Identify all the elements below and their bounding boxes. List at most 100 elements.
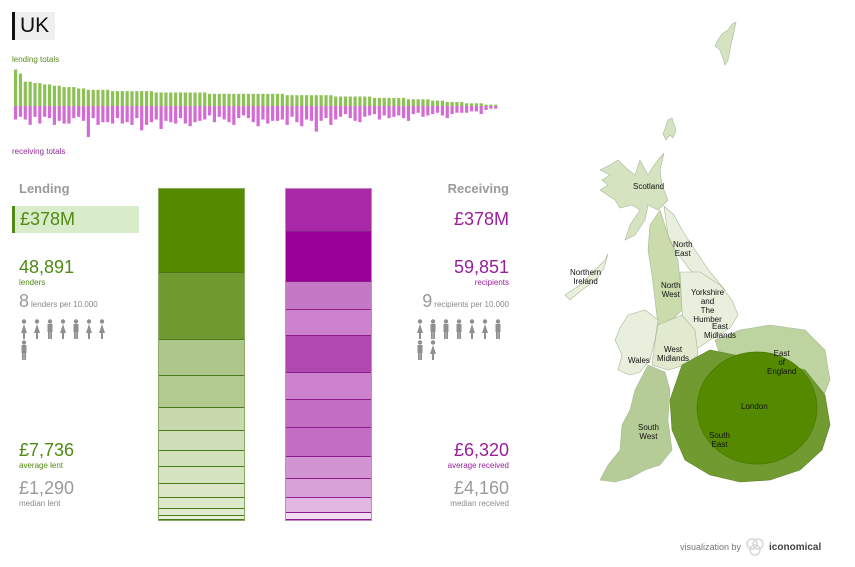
lending-spark-bar xyxy=(406,99,411,106)
receiving-spark-bar xyxy=(43,106,47,117)
receiving-spark-bar xyxy=(86,106,90,138)
stack-segment[interactable] xyxy=(159,407,244,431)
recipients-count: 59,851 xyxy=(453,257,509,277)
female-figure-icon xyxy=(21,319,27,339)
stack-segment[interactable] xyxy=(286,282,371,311)
stack-segment[interactable] xyxy=(159,273,244,340)
stack-segment[interactable] xyxy=(286,231,371,283)
lending-spark-bar xyxy=(96,89,100,106)
receiving-spark-bar xyxy=(212,106,217,123)
stack-segment[interactable] xyxy=(286,498,371,514)
lenders-per-label: lenders per 10.000 xyxy=(31,300,98,309)
map-region-london[interactable] xyxy=(696,351,818,465)
receiving-spark-bar xyxy=(47,106,52,119)
iconomical-logo-icon xyxy=(746,538,764,556)
stack-segment[interactable] xyxy=(286,372,371,400)
lending-spark-bar xyxy=(280,93,284,106)
receiving-spark-bar xyxy=(290,106,294,117)
male-figure-icon xyxy=(495,319,501,339)
receiving-spark-bar xyxy=(106,106,110,123)
male-figure-icon xyxy=(21,340,27,360)
lending-spark-bar xyxy=(382,97,386,106)
stack-segment[interactable] xyxy=(159,498,244,509)
lending-spark-bar xyxy=(18,73,23,106)
lending-spark-bar xyxy=(416,99,420,106)
lending-total: £378M xyxy=(12,206,139,233)
lending-spark-bar xyxy=(77,88,81,106)
lending-spark-bar xyxy=(232,93,236,106)
map-label-east-of-england: East of England xyxy=(767,349,797,376)
lending-spark-bar xyxy=(140,91,144,106)
map-region-scotland[interactable] xyxy=(599,152,669,241)
receiving-spark-bar xyxy=(241,106,246,116)
lending-spark-bar xyxy=(57,85,61,106)
lending-totals-label: lending totals xyxy=(12,55,60,64)
lending-spark-bar xyxy=(353,96,357,106)
receiving-spark-bar xyxy=(440,106,444,116)
stack-segment[interactable] xyxy=(286,189,371,232)
stack-segment[interactable] xyxy=(159,339,244,376)
lending-spark-bar xyxy=(494,104,498,106)
stack-segment[interactable] xyxy=(286,336,371,373)
stack-segment[interactable] xyxy=(159,508,244,516)
average-lent: £7,736 xyxy=(19,440,75,460)
lending-spark-bar xyxy=(246,93,250,106)
receiving-spark-bar xyxy=(111,106,115,124)
lending-spark-bar xyxy=(271,93,275,106)
receiving-spark-bar xyxy=(169,106,173,123)
stack-segment[interactable] xyxy=(159,515,244,520)
stack-segment[interactable] xyxy=(159,189,244,274)
stack-segment[interactable] xyxy=(159,430,244,451)
receiving-spark-bar xyxy=(295,106,299,123)
stack-segment[interactable] xyxy=(286,427,371,458)
map-region-north-east[interactable] xyxy=(663,205,726,291)
map-label-london: London xyxy=(741,402,768,411)
stack-segment[interactable] xyxy=(286,310,371,337)
receiving-spark-bar xyxy=(125,106,129,123)
lending-spark-bar xyxy=(212,93,217,106)
lending-spark-bar xyxy=(251,93,255,106)
stack-segment[interactable] xyxy=(159,484,244,499)
lending-spark-bar xyxy=(14,69,18,106)
lending-spark-bar xyxy=(348,96,352,106)
lending-spark-bar xyxy=(144,91,149,106)
lending-spark-bar xyxy=(392,97,396,106)
receiving-spark-bar xyxy=(392,106,396,117)
receiving-spark-bar xyxy=(154,106,158,120)
stack-segment[interactable] xyxy=(286,457,371,480)
female-figure-icon xyxy=(469,319,475,339)
stack-segment[interactable] xyxy=(286,479,371,499)
lending-spark-bar xyxy=(445,101,449,106)
lenders-per-10000: 8 lenders per 10.000 xyxy=(19,291,98,312)
stack-segment[interactable] xyxy=(159,467,244,485)
receiving-spark-bar xyxy=(52,106,56,125)
stack-segment[interactable] xyxy=(159,450,244,468)
lending-spark-bar xyxy=(193,92,197,106)
receiving-spark-bar xyxy=(431,106,435,115)
lending-spark-bar xyxy=(397,97,401,106)
female-figure-icon xyxy=(60,319,66,339)
lenders-figures xyxy=(18,319,118,360)
map-region-orkney[interactable] xyxy=(662,117,677,141)
receiving-spark-bar xyxy=(474,106,478,112)
map-region-south-west[interactable] xyxy=(599,364,673,483)
stack-segment[interactable] xyxy=(159,375,244,408)
female-figure-icon xyxy=(430,340,436,360)
receiving-spark-bar xyxy=(358,106,362,123)
stack-segment[interactable] xyxy=(286,513,371,520)
receiving-spark-bar xyxy=(115,106,120,119)
male-figure-icon xyxy=(430,319,436,339)
stack-segment[interactable] xyxy=(286,399,371,428)
receiving-totals-label: receiving totals xyxy=(12,147,66,156)
receiving-spark-bar xyxy=(18,106,23,117)
map-region-shetland[interactable] xyxy=(714,21,737,66)
lending-spark-bar xyxy=(62,87,66,106)
receiving-stacked-bar xyxy=(285,188,372,521)
lenders-count-label: lenders xyxy=(19,278,46,287)
lending-spark-bar xyxy=(455,101,459,106)
receiving-spark-bar xyxy=(135,106,139,119)
average-received: £6,320 xyxy=(453,440,509,460)
map-region-northern-ireland[interactable] xyxy=(564,253,609,301)
map-region-wales[interactable] xyxy=(614,309,659,376)
credit-brand[interactable]: iconomical xyxy=(769,541,822,553)
